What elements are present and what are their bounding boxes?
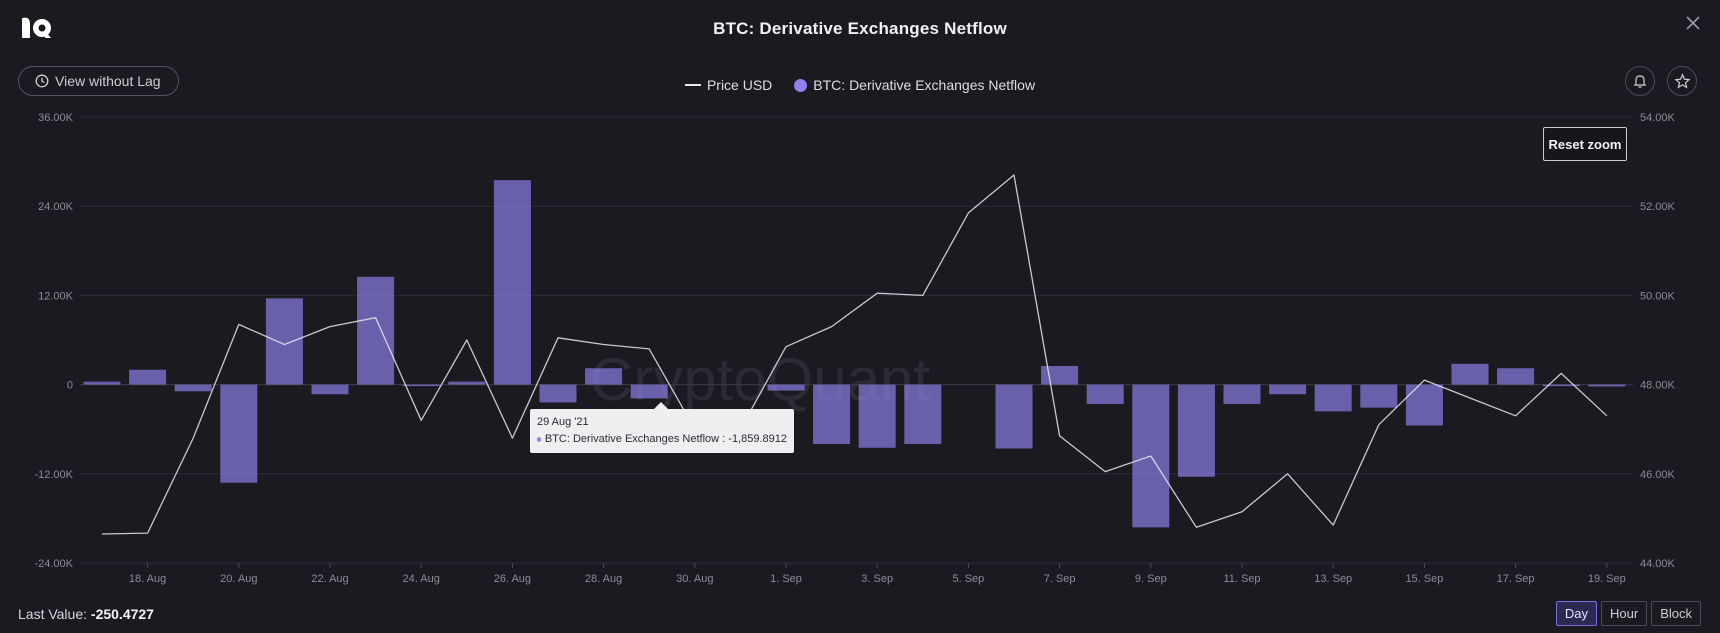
netflow-bar[interactable]	[402, 384, 440, 387]
netflow-bar[interactable]	[630, 384, 668, 399]
x-tick-label: 20. Aug	[220, 573, 257, 585]
line-swatch-icon	[684, 84, 701, 86]
netflow-bar[interactable]	[1451, 363, 1489, 385]
x-tick-label: 18. Aug	[129, 573, 166, 585]
x-tick-label: 15. Sep	[1405, 573, 1443, 585]
x-tick-label: 1. Sep	[770, 573, 802, 585]
x-tick-label: 22. Aug	[311, 573, 348, 585]
netflow-bar[interactable]	[83, 381, 121, 385]
y-left-tick-label: -12.00K	[34, 469, 73, 481]
legend-item-price[interactable]: Price USD	[684, 77, 773, 93]
netflow-bar[interactable]	[357, 276, 395, 385]
y-right-tick-label: 46.00K	[1640, 469, 1676, 481]
chart-tooltip: 29 Aug '21 BTC: Derivative Exchanges Net…	[530, 402, 794, 453]
netflow-bar[interactable]	[1041, 366, 1079, 385]
legend-netflow-label: BTC: Derivative Exchanges Netflow	[813, 77, 1036, 93]
last-value-label: Last Value:	[18, 606, 88, 622]
clock-icon	[35, 74, 49, 88]
netflow-bar[interactable]	[1542, 384, 1580, 387]
netflow-bar[interactable]	[1177, 384, 1215, 477]
last-value-number: -250.4727	[90, 606, 154, 622]
y-right-tick-label: 48.00K	[1640, 380, 1676, 392]
reset-zoom-button[interactable]: Reset zoom	[1543, 127, 1627, 161]
x-tick-label: 17. Sep	[1497, 573, 1535, 585]
x-tick-label: 9. Sep	[1135, 573, 1167, 585]
netflow-bar[interactable]	[767, 384, 805, 391]
view-without-lag-label: View without Lag	[55, 73, 161, 89]
x-tick-label: 30. Aug	[676, 573, 713, 585]
tooltip-series-name: BTC: Derivative Exchanges Netflow	[544, 433, 720, 445]
tooltip-value: -1,859.8912	[728, 433, 787, 445]
chart-legend: Price USD BTC: Derivative Exchanges Netf…	[0, 77, 1720, 93]
netflow-bar[interactable]	[1086, 384, 1124, 404]
x-tick-label: 26. Aug	[494, 573, 531, 585]
view-without-lag-button[interactable]: View without Lag	[18, 66, 179, 96]
netflow-bar[interactable]	[858, 384, 896, 448]
x-tick-label: 19. Sep	[1588, 573, 1626, 585]
netflow-bar[interactable]	[1223, 384, 1261, 404]
range-hour-button[interactable]: Hour	[1601, 601, 1648, 626]
netflow-bar[interactable]	[220, 384, 258, 483]
legend-item-netflow[interactable]: BTC: Derivative Exchanges Netflow	[794, 77, 1035, 93]
cryptoquant-logo-icon	[22, 17, 51, 38]
netflow-bar[interactable]	[813, 384, 851, 445]
tooltip-date: 29 Aug '21	[537, 416, 589, 428]
netflow-bar[interactable]	[995, 384, 1033, 449]
netflow-bar[interactable]	[904, 384, 942, 445]
y-right-tick-label: 52.00K	[1640, 201, 1676, 213]
y-left-tick-label: 12.00K	[38, 290, 74, 302]
tooltip-series-dot-icon	[537, 436, 541, 442]
y-left-tick-label: -24.00K	[34, 558, 73, 570]
alert-bell-button[interactable]	[1625, 66, 1655, 96]
range-block-button[interactable]: Block	[1651, 601, 1701, 626]
favorite-button[interactable]	[1667, 66, 1697, 96]
y-left-tick-label: 36.00K	[38, 112, 74, 124]
netflow-bar[interactable]	[1588, 384, 1626, 387]
last-value: Last Value: -250.4727	[18, 606, 154, 622]
netflow-bar[interactable]	[129, 369, 167, 385]
netflow-bar[interactable]	[174, 384, 212, 392]
dot-swatch-icon	[794, 78, 808, 92]
price-line[interactable]	[101, 174, 1608, 535]
bell-icon	[1633, 75, 1647, 88]
x-tick-label: 7. Sep	[1044, 573, 1076, 585]
netflow-bar[interactable]	[585, 368, 623, 385]
netflow-bar[interactable]	[493, 180, 531, 385]
page-title: BTC: Derivative Exchanges Netflow	[713, 19, 1007, 38]
range-day-button[interactable]: Day	[1555, 601, 1598, 626]
y-left-tick-label: 24.00K	[38, 201, 74, 213]
y-right-tick-label: 44.00K	[1640, 558, 1676, 570]
y-right-tick-label: 50.00K	[1640, 290, 1676, 302]
legend-price-label: Price USD	[706, 77, 773, 93]
x-tick-label: 28. Aug	[585, 573, 622, 585]
netflow-bar[interactable]	[448, 381, 486, 385]
x-tick-label: 11. Sep	[1223, 573, 1260, 585]
netflow-bar[interactable]	[1269, 384, 1307, 395]
netflow-bar[interactable]	[539, 384, 577, 403]
star-icon	[1673, 72, 1691, 89]
netflow-bar[interactable]	[1360, 384, 1398, 408]
netflow-bar[interactable]	[265, 298, 303, 385]
netflow-bar[interactable]	[1405, 384, 1443, 426]
resolution-switcher: Day Hour Block	[1555, 601, 1701, 626]
netflow-bar[interactable]	[1314, 384, 1352, 412]
x-tick-label: 5. Sep	[952, 573, 984, 585]
y-left-tick-label: 0	[67, 380, 73, 392]
x-tick-label: 24. Aug	[403, 573, 440, 585]
x-tick-label: 13. Sep	[1314, 573, 1352, 585]
netflow-bar[interactable]	[311, 384, 349, 395]
tooltip-separator: :	[719, 433, 729, 445]
close-icon[interactable]	[1684, 14, 1702, 32]
y-right-tick-label: 54.00K	[1640, 112, 1676, 124]
x-tick-label: 3. Sep	[861, 573, 893, 585]
netflow-bar[interactable]	[1497, 368, 1535, 385]
